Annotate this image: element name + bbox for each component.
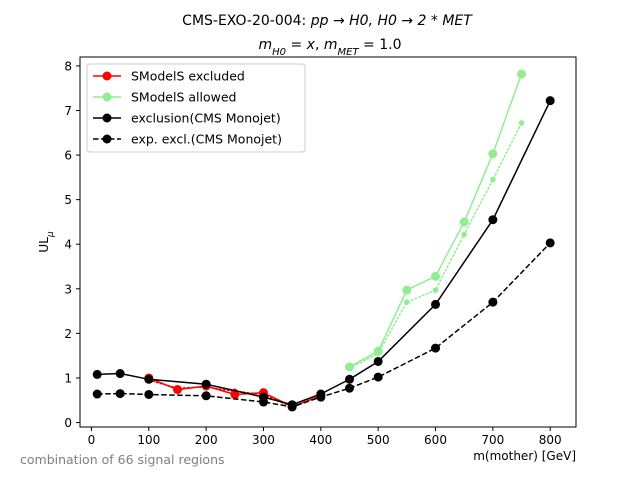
series-point bbox=[345, 383, 355, 393]
legend-swatch-marker bbox=[102, 113, 112, 123]
legend-label: SModelS excluded bbox=[131, 69, 245, 84]
series-point bbox=[431, 299, 441, 309]
series-point bbox=[488, 215, 498, 225]
dotted-series-point bbox=[461, 231, 467, 238]
x-tick-label: 700 bbox=[481, 433, 504, 447]
series-point bbox=[172, 385, 182, 395]
y-tick-label: 3 bbox=[64, 282, 72, 296]
x-tick-label: 100 bbox=[137, 433, 160, 447]
y-axis-label: ULμ bbox=[37, 231, 56, 252]
series-point bbox=[345, 362, 355, 372]
series-point bbox=[92, 369, 102, 379]
series-layer bbox=[92, 69, 555, 412]
x-tick-label: 400 bbox=[309, 433, 332, 447]
y-tick-label: 1 bbox=[64, 371, 72, 385]
x-tick-label: 200 bbox=[195, 433, 218, 447]
series-2 bbox=[92, 96, 555, 410]
legend-label: exclusion(CMS Monojet) bbox=[131, 111, 281, 126]
chart-title-line1: CMS-EXO-20-004: pp → H0, H0 → 2 * MET bbox=[182, 13, 473, 29]
y-tick-label: 7 bbox=[64, 104, 72, 118]
series-point bbox=[92, 389, 102, 399]
series-point bbox=[316, 392, 326, 402]
series-point bbox=[258, 397, 268, 407]
series-point bbox=[459, 217, 469, 227]
chart-title: CMS-EXO-20-004: pp → H0, H0 → 2 * MET mH… bbox=[182, 13, 473, 58]
y-tick-label: 6 bbox=[64, 149, 72, 163]
legend-entry: exp. excl.(CMS Monojet) bbox=[93, 132, 282, 147]
dotted-series-point bbox=[518, 120, 525, 126]
legend: SModelS excluded SModelS allowed exclusion… bbox=[86, 63, 306, 153]
series-point bbox=[345, 374, 355, 384]
dotted-series-point bbox=[490, 176, 496, 183]
legend-box bbox=[86, 63, 306, 153]
series-point bbox=[373, 346, 383, 356]
series-1 bbox=[345, 69, 527, 372]
dotted-series-1 bbox=[346, 120, 525, 371]
y-tick-label: 4 bbox=[64, 238, 72, 252]
x-tick-label: 800 bbox=[539, 433, 562, 447]
dotted-series-point bbox=[404, 299, 410, 305]
series-3 bbox=[92, 238, 555, 412]
series-point bbox=[230, 389, 240, 399]
y-axis: 0 1 2 3 4 5 6 7 8 bbox=[64, 59, 80, 430]
y-tick-label: 0 bbox=[64, 416, 72, 430]
series-point bbox=[144, 389, 154, 399]
y-tick-label: 8 bbox=[64, 59, 72, 73]
series-point bbox=[201, 379, 211, 389]
series-point bbox=[431, 271, 441, 281]
series-line bbox=[97, 100, 551, 406]
x-axis-label: m(mother) [GeV] bbox=[473, 449, 576, 463]
series-line bbox=[97, 242, 551, 408]
series-point bbox=[287, 402, 297, 412]
series-point bbox=[488, 149, 498, 159]
series-point bbox=[115, 389, 125, 399]
series-point bbox=[488, 297, 498, 307]
series-point bbox=[115, 369, 125, 379]
series-point bbox=[545, 96, 555, 106]
series-point bbox=[201, 391, 211, 401]
series-point bbox=[144, 374, 154, 384]
x-tick-label: 600 bbox=[424, 433, 447, 447]
footnote-text: combination of 66 signal regions bbox=[20, 452, 225, 467]
legend-swatch-marker bbox=[102, 134, 112, 144]
chart-title-line2: mH0 = x, mMET = 1.0 bbox=[259, 37, 402, 58]
series-point bbox=[373, 356, 383, 366]
series-point bbox=[545, 238, 555, 248]
legend-label: SModelS allowed bbox=[131, 90, 236, 105]
legend-swatch-marker bbox=[102, 92, 112, 102]
x-tick-label: 0 bbox=[88, 433, 96, 447]
dotted-series-point bbox=[432, 287, 439, 293]
legend-swatch-marker bbox=[102, 71, 112, 81]
legend-label: exp. excl.(CMS Monojet) bbox=[131, 132, 282, 147]
plot-area-frame bbox=[79, 56, 577, 428]
series-point bbox=[373, 372, 383, 382]
legend-entry: exclusion(CMS Monojet) bbox=[93, 111, 281, 126]
legend-entry: SModelS excluded bbox=[93, 69, 245, 84]
x-axis: 0 100 200 300 400 500 600 700 800 bbox=[88, 427, 562, 447]
series-point bbox=[431, 343, 441, 353]
x-tick-label: 300 bbox=[252, 433, 275, 447]
series-point bbox=[402, 285, 412, 295]
x-tick-label: 500 bbox=[367, 433, 390, 447]
dotted-series-line bbox=[348, 122, 523, 369]
legend-entry: SModelS allowed bbox=[93, 90, 236, 105]
y-tick-label: 2 bbox=[64, 327, 72, 341]
y-tick-label: 5 bbox=[64, 193, 72, 207]
series-point bbox=[517, 69, 527, 79]
